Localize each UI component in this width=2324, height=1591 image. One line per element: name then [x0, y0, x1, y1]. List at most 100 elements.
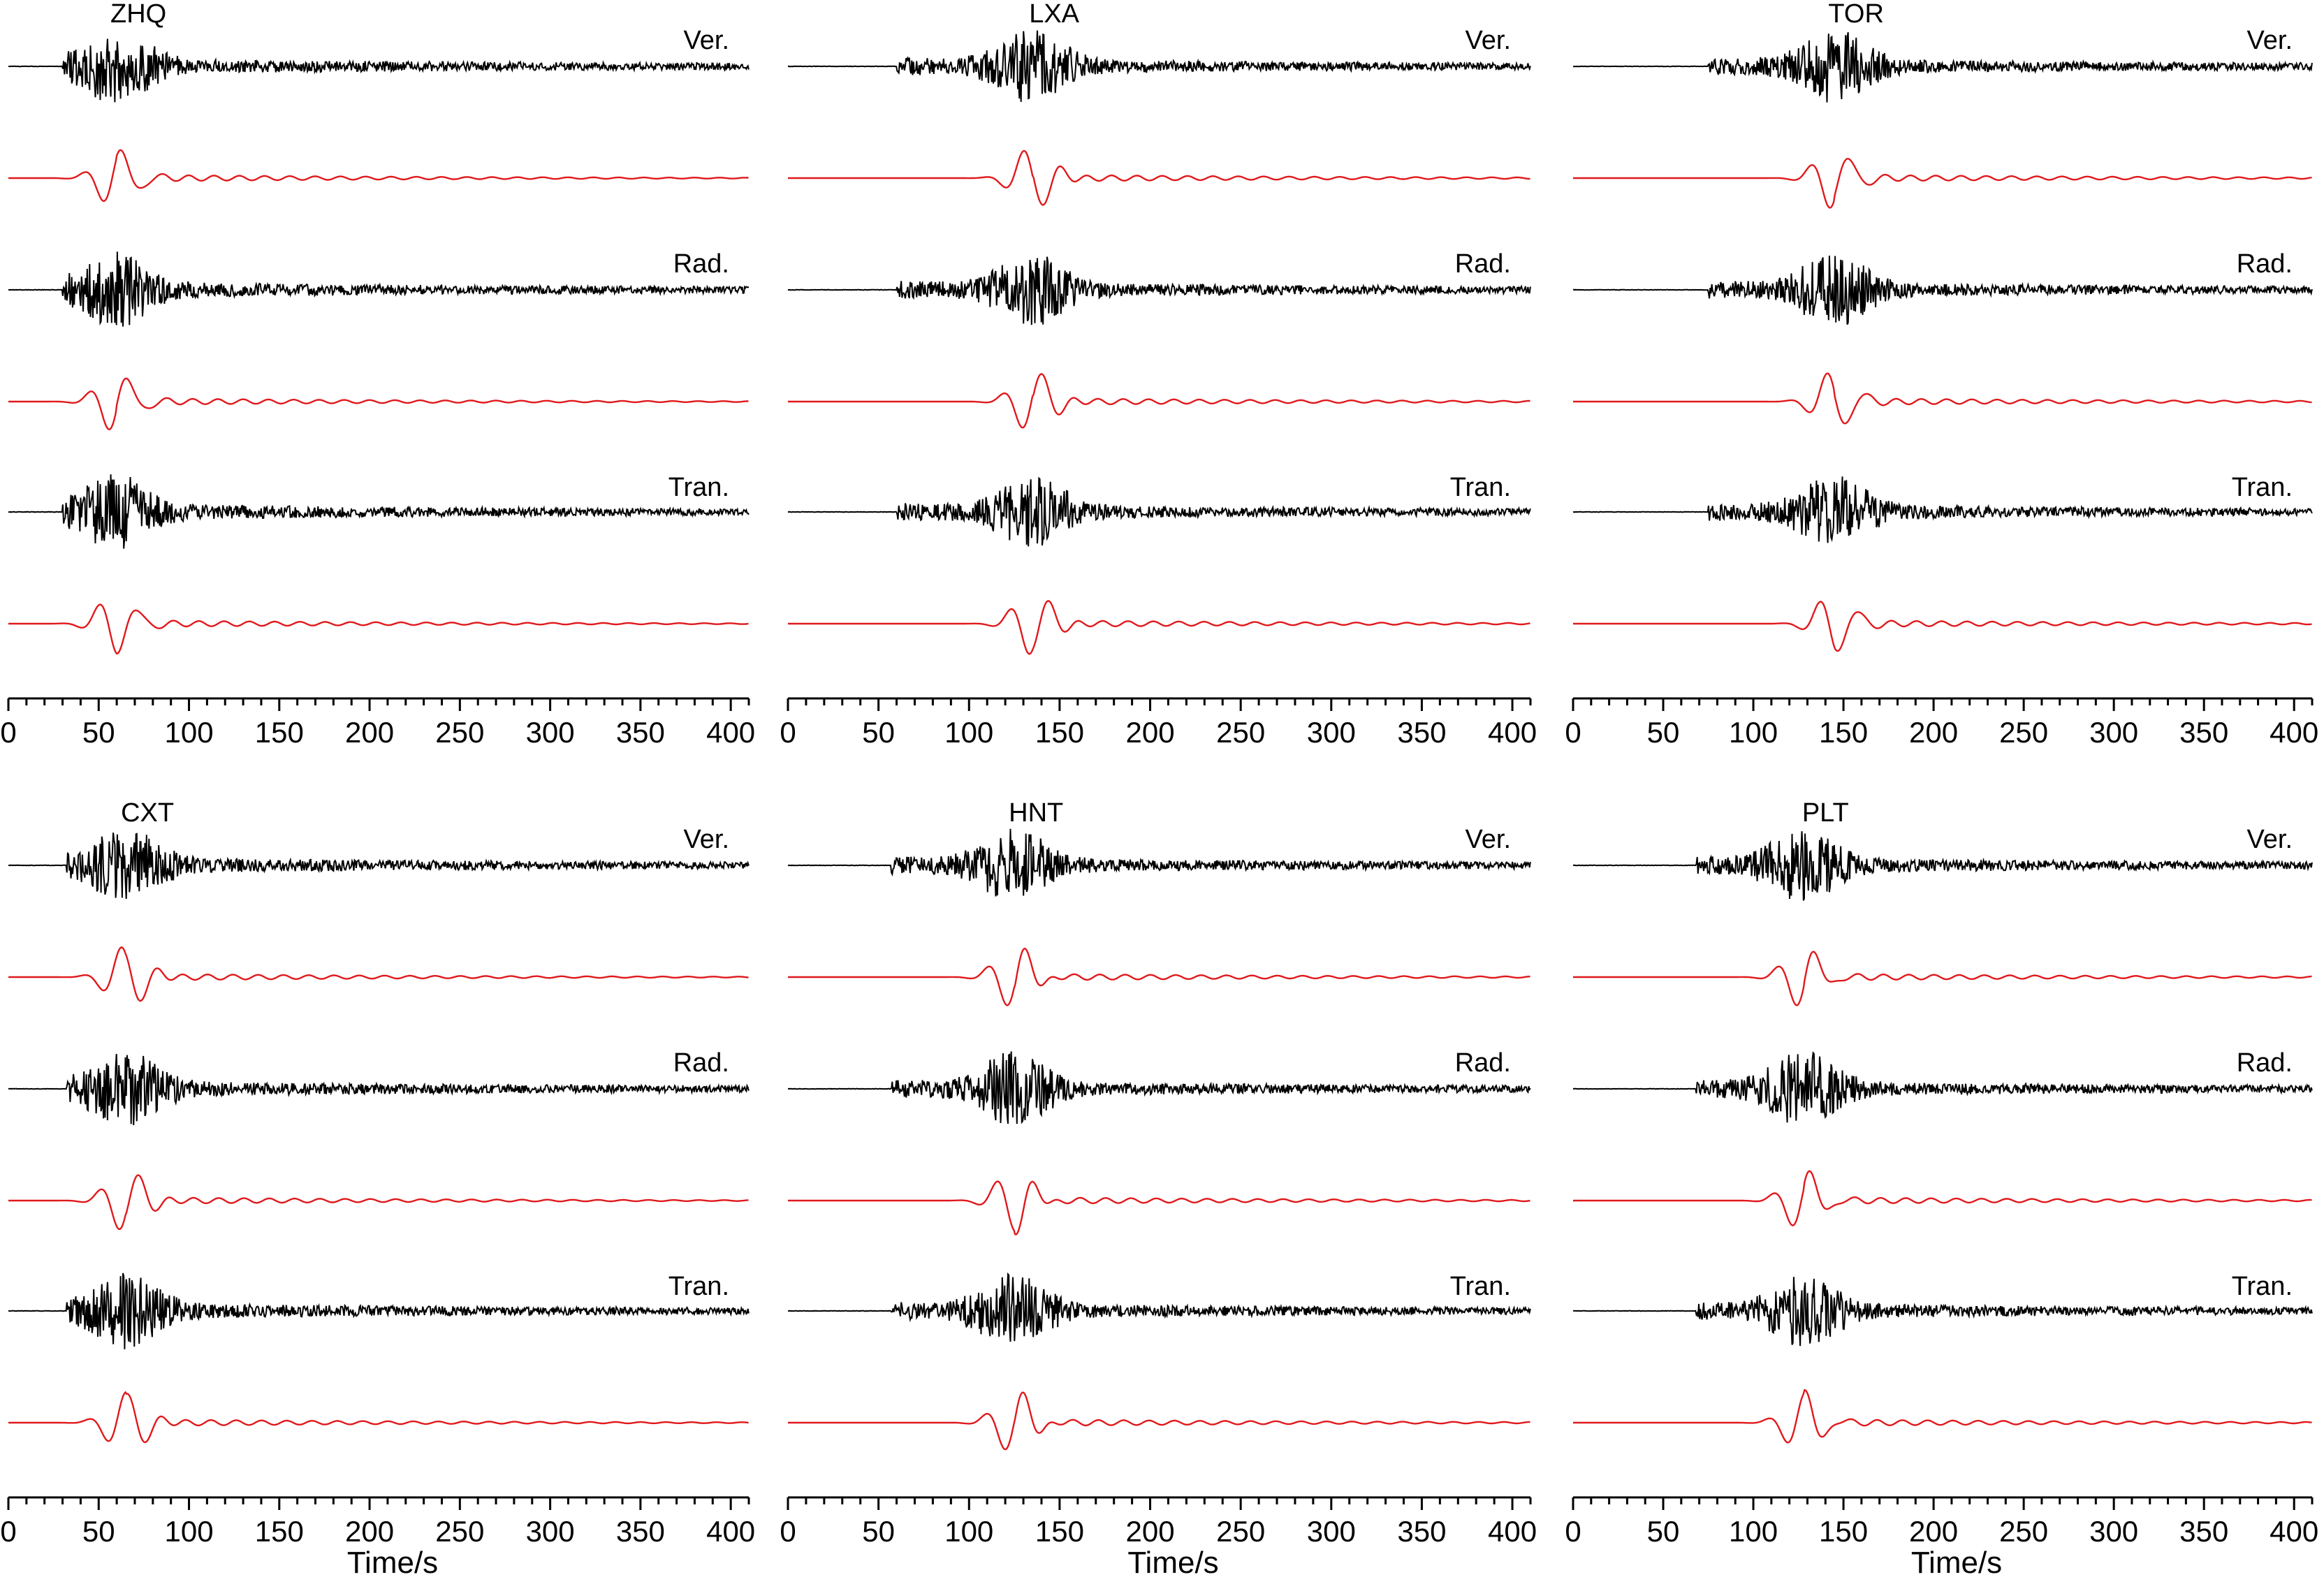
observed-trace [1572, 1051, 2313, 1123]
tick-label: 200 [345, 716, 394, 749]
panel-cxt: CXT Ver. Rad. Tran. 0 50 100 150 200 250 300 350 400… [0, 798, 755, 1580]
component-label: Tran. [1450, 1272, 1511, 1301]
x-axis-label: Time/s [1911, 1546, 2002, 1580]
tick-label: 300 [2089, 1515, 2138, 1548]
tick-label: 250 [1999, 716, 2048, 749]
component-label: Ver. [1466, 825, 1512, 854]
tick-label: 350 [616, 716, 665, 749]
observed-trace [1572, 255, 2313, 325]
observed-trace [787, 476, 1531, 547]
tick-label: 0 [0, 1515, 16, 1548]
component-label: Rad. [1455, 1048, 1511, 1078]
tick-label: 250 [1216, 716, 1265, 749]
tick-label: 100 [944, 716, 993, 749]
tick-label: 150 [1819, 1515, 1868, 1548]
tick-label: 350 [1397, 716, 1446, 749]
synthetic-trace [1573, 1388, 2312, 1444]
station-title: LXA [1029, 0, 1079, 29]
tick-label: 50 [862, 1515, 895, 1548]
tick-label: 100 [164, 716, 213, 749]
observed-trace [787, 1272, 1531, 1342]
tick-label: 200 [345, 1515, 394, 1548]
component-label: Rad. [673, 1048, 729, 1078]
observed-trace [8, 251, 750, 327]
component-label: Tran. [668, 473, 729, 502]
component-label: Tran. [2232, 1272, 2293, 1301]
synthetic-trace [788, 373, 1530, 429]
tick-label: 100 [944, 1515, 993, 1548]
tick-label: 200 [1909, 1515, 1958, 1548]
component-label: Rad. [2237, 249, 2293, 279]
synthetic-trace [788, 1180, 1530, 1236]
tick-label: 150 [1035, 716, 1084, 749]
tick-label: 250 [1999, 1515, 2048, 1548]
tick-label: 0 [1565, 716, 1581, 749]
synthetic-trace [8, 1391, 749, 1444]
synthetic-trace [8, 1174, 749, 1231]
component-label: Ver. [684, 26, 730, 55]
tick-label: 300 [526, 1515, 575, 1548]
tick-label: 0 [1565, 1515, 1581, 1548]
tick-label: 200 [1909, 716, 1958, 749]
tick-label: 200 [1125, 1515, 1174, 1548]
tick-label: 300 [1307, 1515, 1356, 1548]
component-label: Tran. [1450, 473, 1511, 502]
tick-label: 350 [2179, 716, 2228, 749]
tick-label: 350 [616, 1515, 665, 1548]
observed-trace [1572, 32, 2313, 103]
tick-label: 400 [1488, 1515, 1537, 1548]
tick-label: 400 [1488, 716, 1537, 749]
component-label: Rad. [2237, 1048, 2293, 1078]
synthetic-trace [788, 149, 1530, 206]
observed-trace [8, 38, 750, 103]
synthetic-trace [8, 377, 749, 431]
tick-label: 350 [1397, 1515, 1446, 1548]
tick-label: 300 [526, 716, 575, 749]
panel-tor: TOR Ver. Rad. Tran. 0 50 100 150 200 250 300 350 400 [1565, 0, 2318, 749]
panel-hnt: HNT Ver. Rad. Tran. 0 50 100 150 200 250 300 350 400… [780, 798, 1537, 1580]
tick-label: 50 [1647, 1515, 1680, 1548]
synthetic-trace [8, 149, 749, 203]
observed-trace [8, 474, 750, 549]
tick-label: 400 [706, 716, 755, 749]
observed-trace [787, 256, 1531, 325]
synthetic-trace [8, 603, 749, 655]
observed-trace [787, 828, 1531, 897]
tick-label: 0 [780, 716, 796, 749]
component-label: Ver. [1466, 26, 1512, 55]
tick-label: 100 [1729, 716, 1778, 749]
tick-label: 150 [1819, 716, 1868, 749]
panel-lxa: LXA Ver. Rad. Tran. 0 50 100 150 200 250 300 350 400 [780, 0, 1537, 749]
tick-label: 250 [435, 1515, 484, 1548]
station-title: PLT [1802, 798, 1849, 828]
synthetic-trace [1573, 372, 2312, 425]
tick-label: 50 [1647, 716, 1680, 749]
observed-trace [1572, 476, 2313, 543]
component-label: Ver. [2247, 26, 2293, 55]
synthetic-trace [788, 947, 1530, 1006]
synthetic-trace [788, 1391, 1530, 1451]
observed-trace [787, 1051, 1531, 1124]
observed-trace [1572, 1277, 2313, 1347]
synthetic-trace [1573, 157, 2312, 209]
x-axis-label: Time/s [347, 1546, 438, 1580]
component-label: Ver. [684, 825, 730, 854]
observed-trace [8, 1053, 750, 1126]
observed-trace [8, 1273, 750, 1349]
x-axis-label: Time/s [1127, 1546, 1218, 1580]
observed-trace [1572, 831, 2313, 901]
tick-label: 200 [1125, 716, 1174, 749]
tick-label: 50 [82, 716, 115, 749]
tick-label: 300 [2089, 716, 2138, 749]
tick-label: 250 [435, 716, 484, 749]
tick-label: 100 [1729, 1515, 1778, 1548]
tick-label: 50 [862, 716, 895, 749]
observed-trace [8, 833, 750, 900]
synthetic-trace [1573, 1170, 2312, 1226]
tick-label: 300 [1307, 716, 1356, 749]
tick-label: 0 [0, 716, 16, 749]
tick-label: 0 [780, 1515, 796, 1548]
observed-trace [787, 30, 1531, 102]
component-label: Tran. [668, 1272, 729, 1301]
tick-label: 400 [2270, 1515, 2318, 1548]
